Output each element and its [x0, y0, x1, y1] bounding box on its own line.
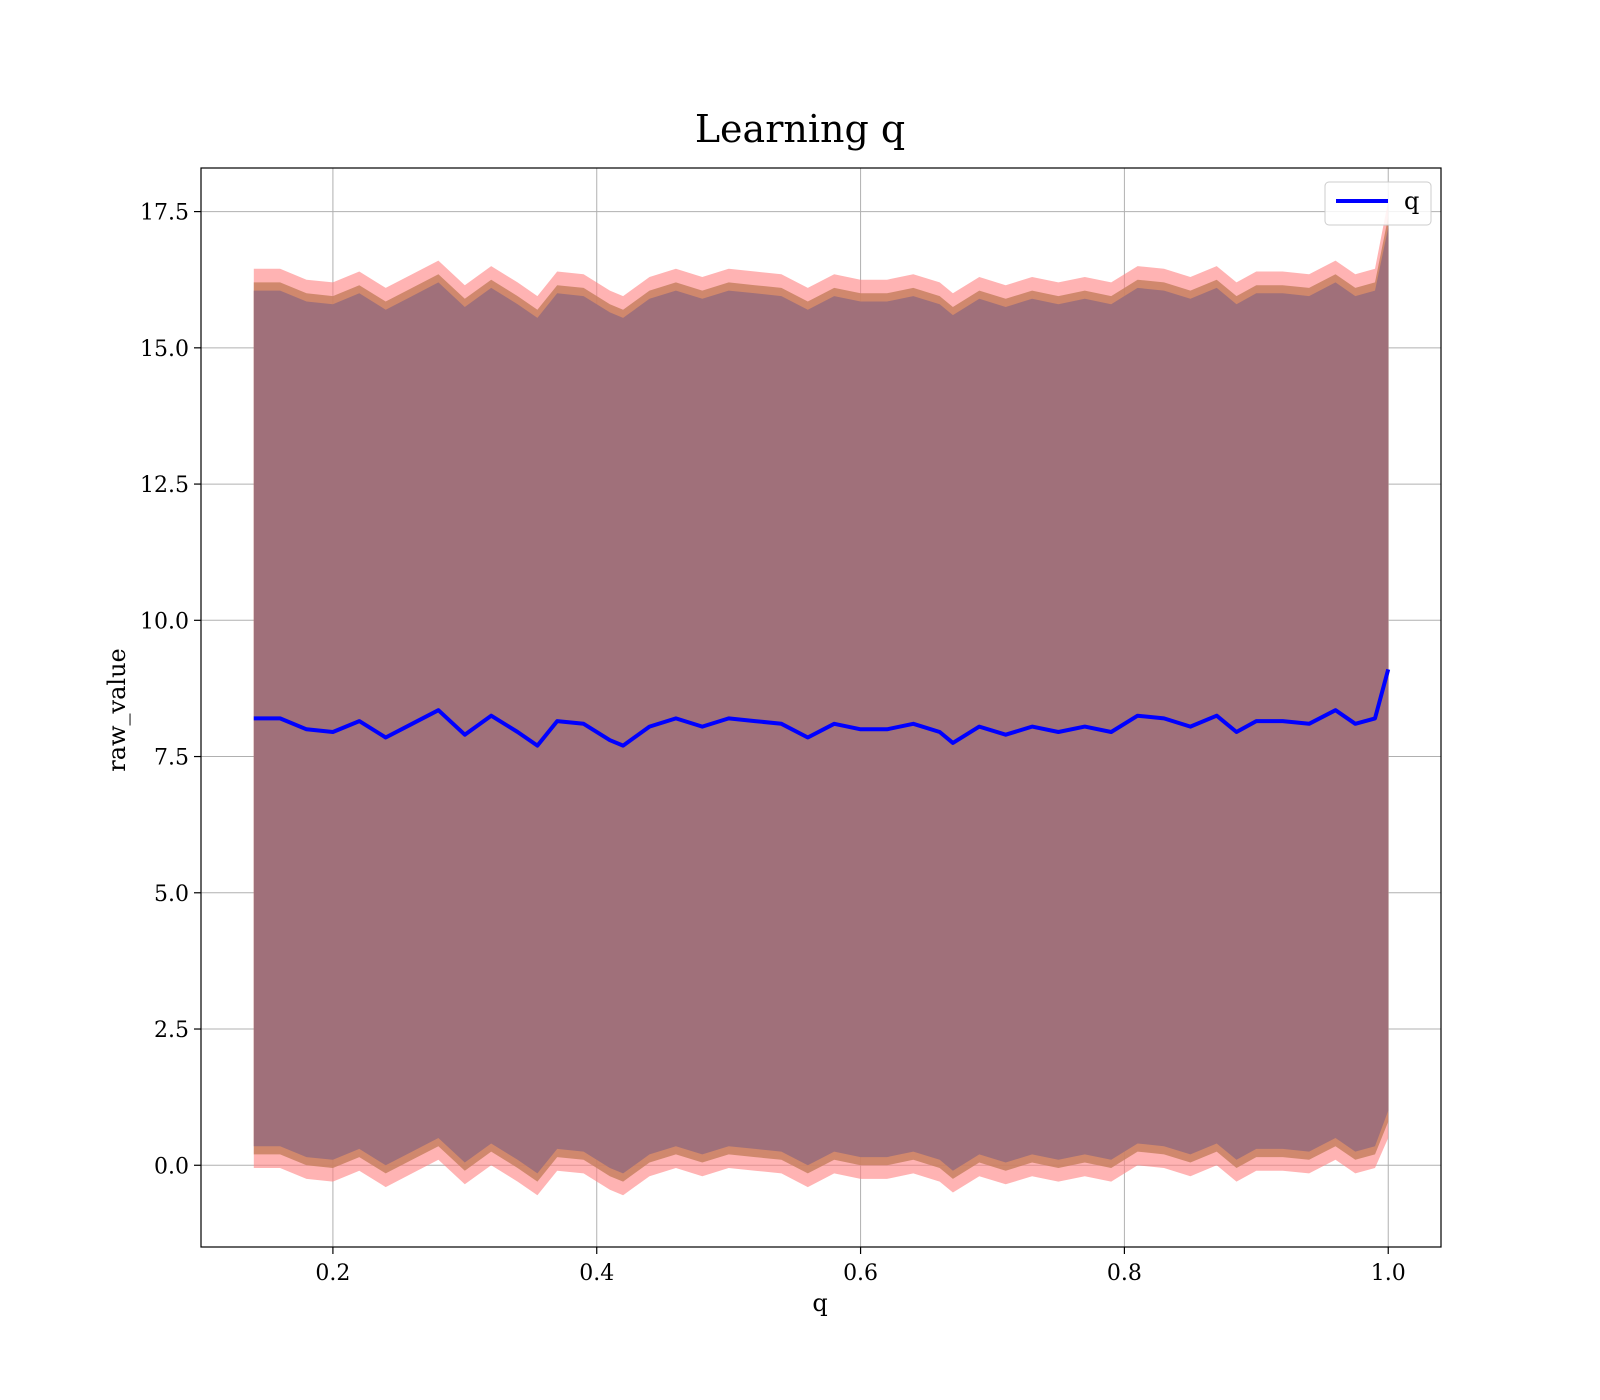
y-tick-label: 10.0	[140, 609, 189, 634]
x-tick-label: 0.4	[579, 1261, 614, 1286]
std-bands	[253, 200, 1389, 1196]
y-tick-label: 5.0	[154, 882, 189, 907]
legend-box	[1324, 181, 1432, 226]
x-tick-label: 0.2	[315, 1261, 350, 1286]
chart-title: Learning q	[695, 107, 905, 151]
legend-entry-q: q	[1404, 187, 1419, 215]
x-axis: 0.2 0.4 0.6 0.8 1.0	[315, 1247, 1406, 1286]
y-tick-label: 15.0	[140, 337, 189, 362]
y-tick-label: 0.0	[154, 1154, 189, 1179]
y-tick-label: 7.5	[154, 746, 189, 771]
series-lines	[253, 668, 1391, 748]
y-tick-label: 2.5	[154, 1018, 189, 1043]
x-tick-label: 0.6	[843, 1261, 878, 1286]
y-tick-label: 17.5	[140, 201, 189, 226]
x-axis-label: q	[812, 1289, 827, 1317]
std-band-inner	[253, 227, 1389, 1174]
y-axis: 0.0 2.5 5.0 7.5 10.0 12.5 15.0 17.5	[140, 201, 201, 1179]
y-tick-label: 12.5	[140, 473, 189, 498]
series-line-q	[253, 668, 1391, 748]
x-tick-label: 1.0	[1371, 1261, 1406, 1286]
x-tick-label: 0.8	[1107, 1261, 1142, 1286]
plot-frame	[200, 167, 1442, 1248]
y-axis-label: raw_value	[103, 648, 131, 772]
legend: q	[1324, 181, 1432, 226]
